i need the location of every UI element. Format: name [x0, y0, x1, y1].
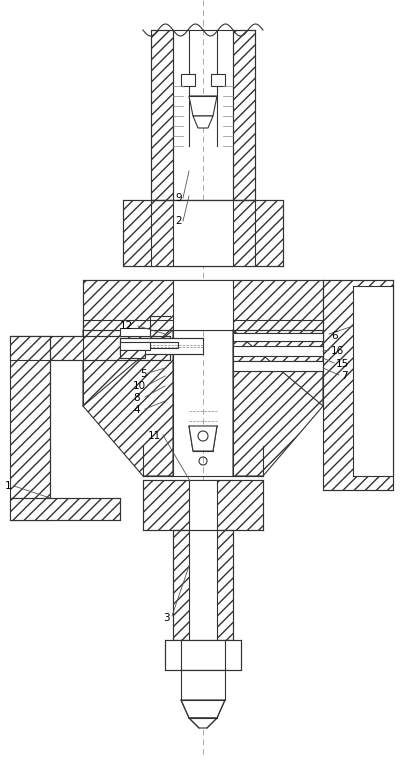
Bar [120, 328, 149, 336]
Bar [10, 336, 50, 520]
Text: 9: 9 [175, 193, 181, 203]
Bar [120, 342, 149, 350]
Bar [143, 480, 262, 530]
Bar [123, 200, 153, 266]
Bar [181, 74, 194, 86]
Text: 7: 7 [340, 371, 347, 381]
Text: 15: 15 [335, 359, 348, 369]
Text: 11: 11 [148, 431, 161, 441]
Bar [232, 30, 254, 200]
Polygon shape [189, 96, 216, 116]
Bar [10, 336, 170, 360]
Polygon shape [232, 330, 322, 476]
Polygon shape [192, 116, 213, 128]
Bar [120, 338, 202, 354]
Bar [173, 200, 232, 266]
Bar [83, 280, 322, 330]
Bar [151, 200, 254, 266]
Text: 1: 1 [5, 481, 12, 491]
Bar [189, 480, 216, 530]
Bar [120, 350, 145, 358]
Bar [322, 280, 392, 490]
Bar [151, 30, 173, 200]
Text: 3: 3 [162, 613, 169, 623]
Bar [232, 333, 322, 341]
Bar [189, 530, 216, 640]
Bar [164, 640, 241, 670]
Polygon shape [83, 330, 173, 476]
Bar [232, 346, 322, 356]
Bar [173, 530, 232, 640]
Polygon shape [181, 700, 224, 718]
Bar [10, 498, 120, 520]
Text: 16: 16 [330, 346, 343, 356]
Text: 10: 10 [133, 381, 146, 391]
Bar [252, 200, 282, 266]
Text: 4: 4 [133, 405, 139, 415]
Text: 2: 2 [175, 216, 181, 226]
Bar [352, 286, 392, 476]
Bar [211, 74, 224, 86]
Bar [138, 342, 177, 348]
Bar [232, 361, 322, 371]
Polygon shape [189, 718, 216, 728]
Polygon shape [189, 426, 216, 451]
Text: 5: 5 [140, 369, 146, 379]
Bar [83, 320, 173, 330]
Bar [181, 670, 224, 700]
Bar [173, 280, 232, 330]
Text: 12: 12 [120, 321, 133, 331]
Text: 6: 6 [330, 331, 337, 341]
Text: 8: 8 [133, 393, 139, 403]
Bar [232, 320, 322, 330]
